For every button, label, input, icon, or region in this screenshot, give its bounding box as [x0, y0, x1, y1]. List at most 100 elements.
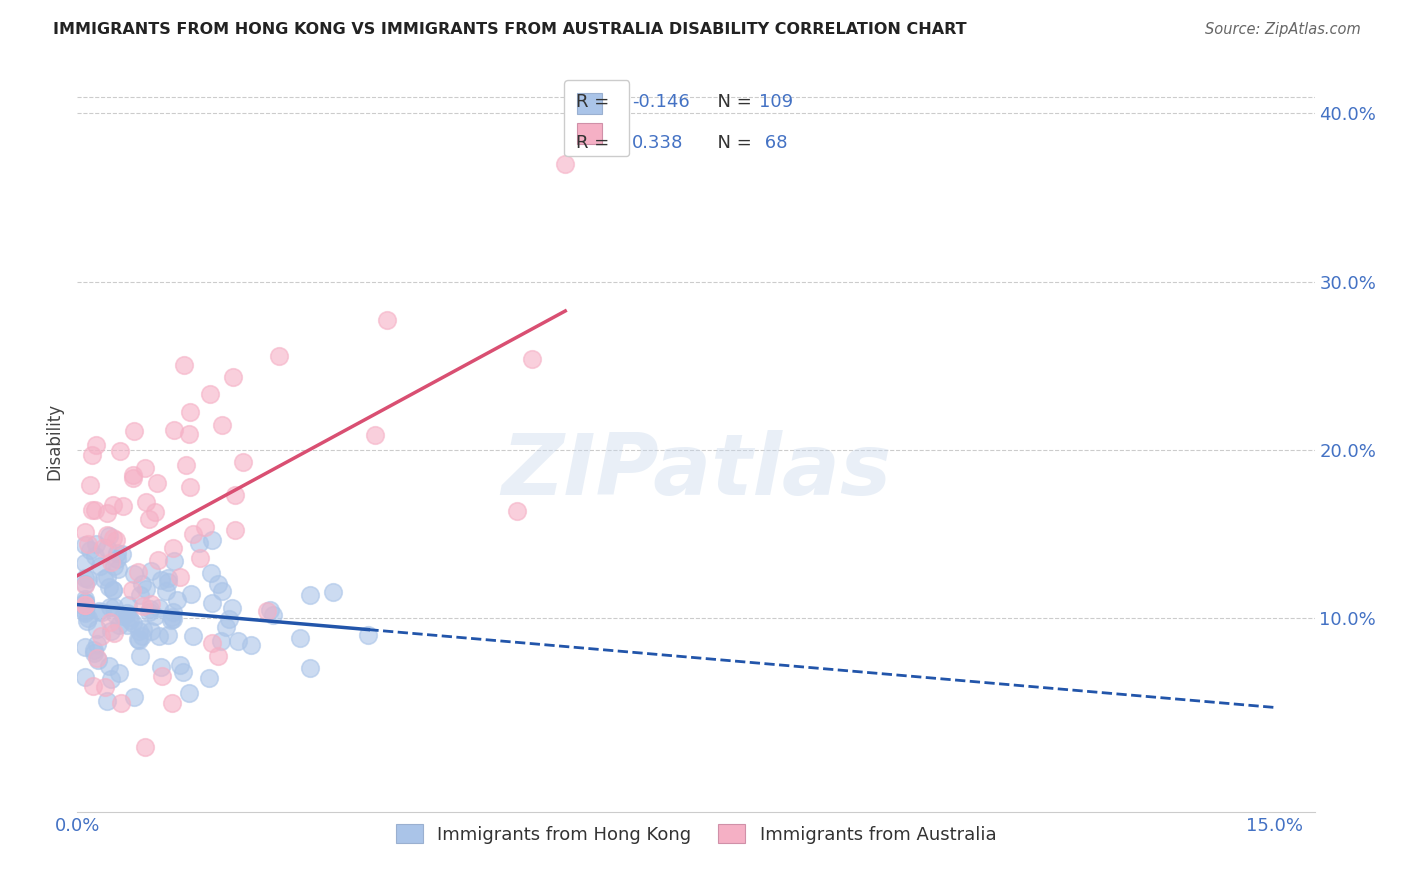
- Point: [107, 618, 129, 632]
- Point: [139, 564, 162, 578]
- Point: [103, 558, 125, 573]
- Point: [105, 546, 128, 560]
- Legend: Immigrants from Hong Kong, Immigrants from Australia: Immigrants from Hong Kong, Immigrants fr…: [388, 817, 1004, 851]
- Point: [150, 574, 173, 588]
- Point: [150, 669, 173, 683]
- Point: [103, 599, 125, 614]
- Point: [111, 609, 134, 624]
- Text: 68: 68: [759, 134, 787, 152]
- Point: [183, 527, 205, 541]
- Point: [98, 658, 121, 673]
- Point: [80, 448, 103, 462]
- Point: [211, 417, 233, 432]
- Point: [162, 605, 184, 619]
- Point: [183, 629, 205, 643]
- Point: [75, 598, 97, 612]
- Point: [75, 578, 97, 592]
- Point: [103, 625, 125, 640]
- Point: [100, 673, 122, 687]
- Point: [93, 572, 115, 586]
- Point: [84, 438, 107, 452]
- Point: [156, 628, 179, 642]
- Point: [105, 552, 128, 566]
- Point: [207, 649, 229, 664]
- Point: [121, 583, 143, 598]
- Point: [75, 606, 97, 620]
- Point: [103, 531, 125, 545]
- Point: [506, 504, 529, 518]
- Point: [163, 423, 186, 437]
- Text: IMMIGRANTS FROM HONG KONG VS IMMIGRANTS FROM AUSTRALIA DISABILITY CORRELATION CH: IMMIGRANTS FROM HONG KONG VS IMMIGRANTS …: [53, 22, 967, 37]
- Point: [179, 405, 201, 419]
- Point: [211, 584, 233, 599]
- Point: [198, 671, 221, 685]
- Point: [174, 458, 197, 472]
- Point: [107, 562, 129, 576]
- Point: [146, 553, 169, 567]
- Point: [200, 636, 222, 650]
- Point: [75, 592, 97, 607]
- Point: [89, 558, 111, 573]
- Point: [224, 488, 246, 502]
- Point: [139, 597, 162, 611]
- Point: [188, 550, 211, 565]
- Point: [84, 536, 107, 550]
- Point: [554, 157, 576, 171]
- Point: [322, 584, 344, 599]
- Point: [215, 620, 238, 634]
- Point: [240, 638, 263, 652]
- Point: [83, 549, 105, 563]
- Point: [157, 571, 180, 585]
- Point: [198, 387, 221, 401]
- Point: [149, 660, 172, 674]
- Point: [222, 369, 245, 384]
- Point: [122, 467, 145, 482]
- Point: [269, 349, 291, 363]
- Point: [75, 556, 97, 570]
- Point: [127, 565, 149, 579]
- Point: [118, 610, 141, 624]
- Point: [80, 502, 103, 516]
- Text: -0.146: -0.146: [633, 93, 690, 111]
- Point: [75, 595, 97, 609]
- Point: [96, 570, 118, 584]
- Point: [94, 680, 117, 694]
- Point: [122, 690, 145, 704]
- Text: R =: R =: [576, 134, 621, 152]
- Point: [128, 624, 150, 638]
- Point: [226, 633, 249, 648]
- Point: [299, 661, 322, 675]
- Point: [259, 603, 281, 617]
- Point: [143, 609, 166, 624]
- Point: [87, 653, 110, 667]
- Point: [290, 632, 312, 646]
- Point: [169, 657, 191, 672]
- Point: [100, 555, 122, 569]
- Point: [84, 503, 107, 517]
- Point: [75, 640, 97, 654]
- Point: [76, 614, 98, 628]
- Text: R =: R =: [576, 93, 616, 111]
- Point: [101, 498, 124, 512]
- Text: 0.338: 0.338: [633, 134, 683, 152]
- Point: [162, 612, 184, 626]
- Point: [79, 478, 101, 492]
- Point: [138, 605, 160, 619]
- Point: [207, 577, 229, 591]
- Point: [118, 613, 141, 627]
- Point: [98, 615, 121, 630]
- Point: [256, 604, 278, 618]
- Point: [298, 588, 321, 602]
- Point: [155, 584, 177, 599]
- Point: [194, 520, 217, 534]
- Point: [160, 609, 183, 624]
- Point: [188, 535, 211, 549]
- Point: [101, 583, 124, 598]
- Point: [83, 643, 105, 657]
- Point: [77, 611, 100, 625]
- Point: [221, 600, 243, 615]
- Text: ZIPatlas: ZIPatlas: [501, 430, 891, 513]
- Point: [377, 313, 399, 327]
- Point: [129, 649, 152, 664]
- Point: [87, 604, 110, 618]
